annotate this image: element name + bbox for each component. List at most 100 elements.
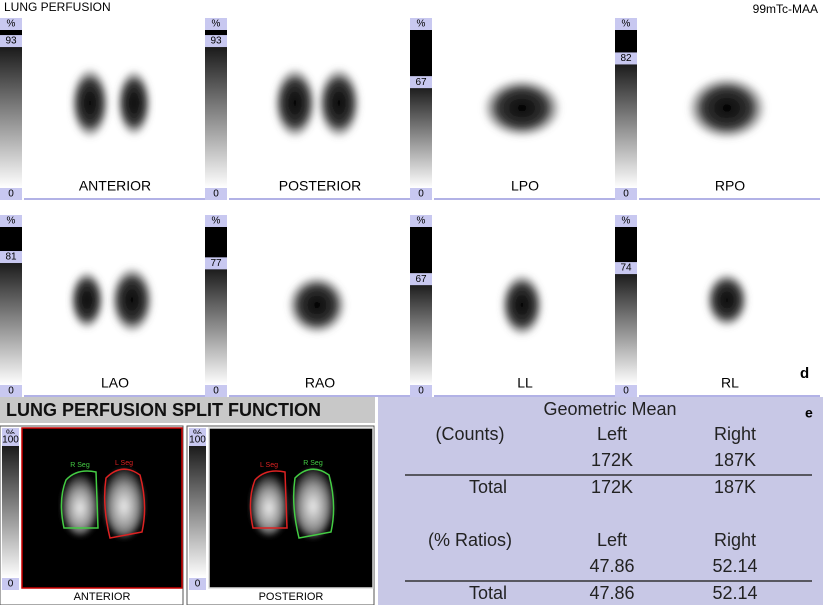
scale-gradient <box>615 58 637 188</box>
table-title: Geometric Mean <box>543 399 676 419</box>
scale-max: 93 <box>5 36 17 47</box>
lung-uptake <box>116 69 152 137</box>
scale-black <box>410 227 432 280</box>
scale-max: 93 <box>210 36 222 47</box>
scale-max: 82 <box>620 53 632 64</box>
view-label: RPO <box>715 178 745 194</box>
scale-gradient <box>410 82 432 188</box>
scale-max-box <box>0 251 22 264</box>
scale-gradient <box>615 268 637 385</box>
scale-unit-box <box>0 18 22 30</box>
scale-min-box <box>410 188 432 200</box>
scale-unit-box <box>205 18 227 30</box>
roi-left-label: R Seg <box>70 462 90 469</box>
lung-uptake <box>287 275 347 335</box>
view-label: RAO <box>305 375 335 391</box>
cell-total: 187K <box>714 477 756 497</box>
section-heading: (% Ratios) <box>428 530 512 550</box>
scale-min-box <box>615 385 637 397</box>
scale-max: 100 <box>2 435 19 446</box>
scale-max: 67 <box>415 77 427 88</box>
scale-min-box <box>205 188 227 200</box>
roi-right-label: R Seg <box>303 460 323 467</box>
column-header: Right <box>714 424 756 444</box>
scale-min-box <box>410 385 432 397</box>
view-label: ANTERIOR <box>79 178 151 194</box>
cell-total: 172K <box>591 477 633 497</box>
lung-uptake <box>317 67 361 139</box>
roi-right <box>103 468 146 539</box>
table-letter: e <box>805 405 813 421</box>
scale-max-box <box>0 35 22 48</box>
view-label: RL <box>721 375 739 391</box>
cell-total: 47.86 <box>589 583 634 603</box>
lung <box>251 475 287 535</box>
roi-left-label: L Seg <box>260 462 278 469</box>
split-image <box>208 427 374 589</box>
tracer: 99mTc-MAA <box>753 2 818 16</box>
scale-black <box>205 227 227 264</box>
roi-right <box>292 468 335 539</box>
view-label: LAO <box>101 375 129 391</box>
roi-left <box>60 470 99 529</box>
roi-left <box>249 470 288 529</box>
lung-uptake <box>687 76 767 140</box>
scale-min: 0 <box>418 189 424 200</box>
scale-max-box <box>2 434 19 446</box>
scale-max-box <box>615 262 637 275</box>
scale-min: 0 <box>418 386 424 397</box>
scale-min: 0 <box>213 189 219 200</box>
cell-value: 47.86 <box>589 556 634 576</box>
split-image <box>21 427 183 589</box>
scale-unit-box <box>0 215 22 227</box>
section-heading: (Counts) <box>435 424 504 444</box>
lung-uptake <box>110 266 154 334</box>
split-image-label: POSTERIOR <box>259 591 324 603</box>
scale-gradient <box>2 440 19 578</box>
title: LUNG PERFUSION <box>4 0 111 14</box>
lung-uptake <box>273 67 317 139</box>
scale-black <box>615 30 637 59</box>
scale-min: 0 <box>195 579 201 590</box>
lung-uptake <box>500 273 544 337</box>
scale-black <box>0 227 22 258</box>
scale-unit-box <box>205 215 227 227</box>
scale-min-box <box>2 578 19 590</box>
scale-unit-box <box>615 215 637 227</box>
scale-unit: % <box>622 216 631 227</box>
scale-max: 81 <box>5 252 17 263</box>
scale-unit: % <box>7 19 16 30</box>
lung-uptake <box>70 67 110 139</box>
scale-unit: % <box>417 216 426 227</box>
scale-max: 100 <box>189 435 206 446</box>
panel-letter: d <box>800 365 809 382</box>
scale-gradient <box>0 41 22 189</box>
lung-uptake <box>69 270 105 330</box>
lung-uptake <box>482 78 562 138</box>
scale-min: 0 <box>213 386 219 397</box>
scale-min: 0 <box>8 189 14 200</box>
lung-uptake <box>705 272 749 328</box>
scale-min: 0 <box>8 386 14 397</box>
scale-unit: % <box>622 19 631 30</box>
scale-max: 67 <box>415 274 427 285</box>
view-label: POSTERIOR <box>279 178 361 194</box>
scale-max-box <box>189 434 206 446</box>
scale-min-box <box>615 188 637 200</box>
view-label: LPO <box>511 178 539 194</box>
cell-value: 187K <box>714 450 756 470</box>
scale-max-box <box>615 52 637 65</box>
scale-max-box <box>410 273 432 286</box>
table-bg <box>378 397 823 605</box>
split-title-bar <box>0 397 375 423</box>
scale-gradient <box>189 440 206 578</box>
scale-max: 77 <box>210 258 222 269</box>
scale-min: 0 <box>623 189 629 200</box>
scale-max: 74 <box>620 263 632 274</box>
scale-unit: % <box>7 216 16 227</box>
scale-unit-box <box>410 215 432 227</box>
lung <box>293 469 333 537</box>
scale-gradient <box>205 263 227 385</box>
scale-gradient <box>205 41 227 189</box>
scale-unit: % <box>417 19 426 30</box>
